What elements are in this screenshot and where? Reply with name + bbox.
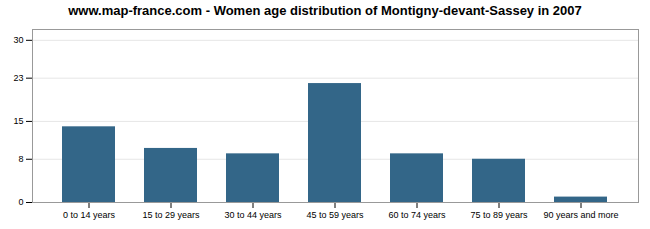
svg-text:0: 0 xyxy=(18,197,23,207)
svg-text:15 to 29 years: 15 to 29 years xyxy=(142,210,200,220)
svg-text:30 to 44 years: 30 to 44 years xyxy=(224,210,282,220)
html-text:www.map-france.com - Women age: www.map-france.com - Women age distribut… xyxy=(68,3,582,18)
svg-text:8: 8 xyxy=(18,154,23,164)
svg-text:30: 30 xyxy=(13,35,23,45)
svg-text:0 to 14 years: 0 to 14 years xyxy=(63,210,116,220)
svg-text:60 to 74 years: 60 to 74 years xyxy=(388,210,446,220)
svg-text:75 to 89 years: 75 to 89 years xyxy=(470,210,528,220)
svg-text:45 to 59 years: 45 to 59 years xyxy=(306,210,364,220)
svg-text:90 years and more: 90 years and more xyxy=(543,210,618,220)
svg-text:15: 15 xyxy=(13,116,23,126)
svg-text:23: 23 xyxy=(13,73,23,83)
